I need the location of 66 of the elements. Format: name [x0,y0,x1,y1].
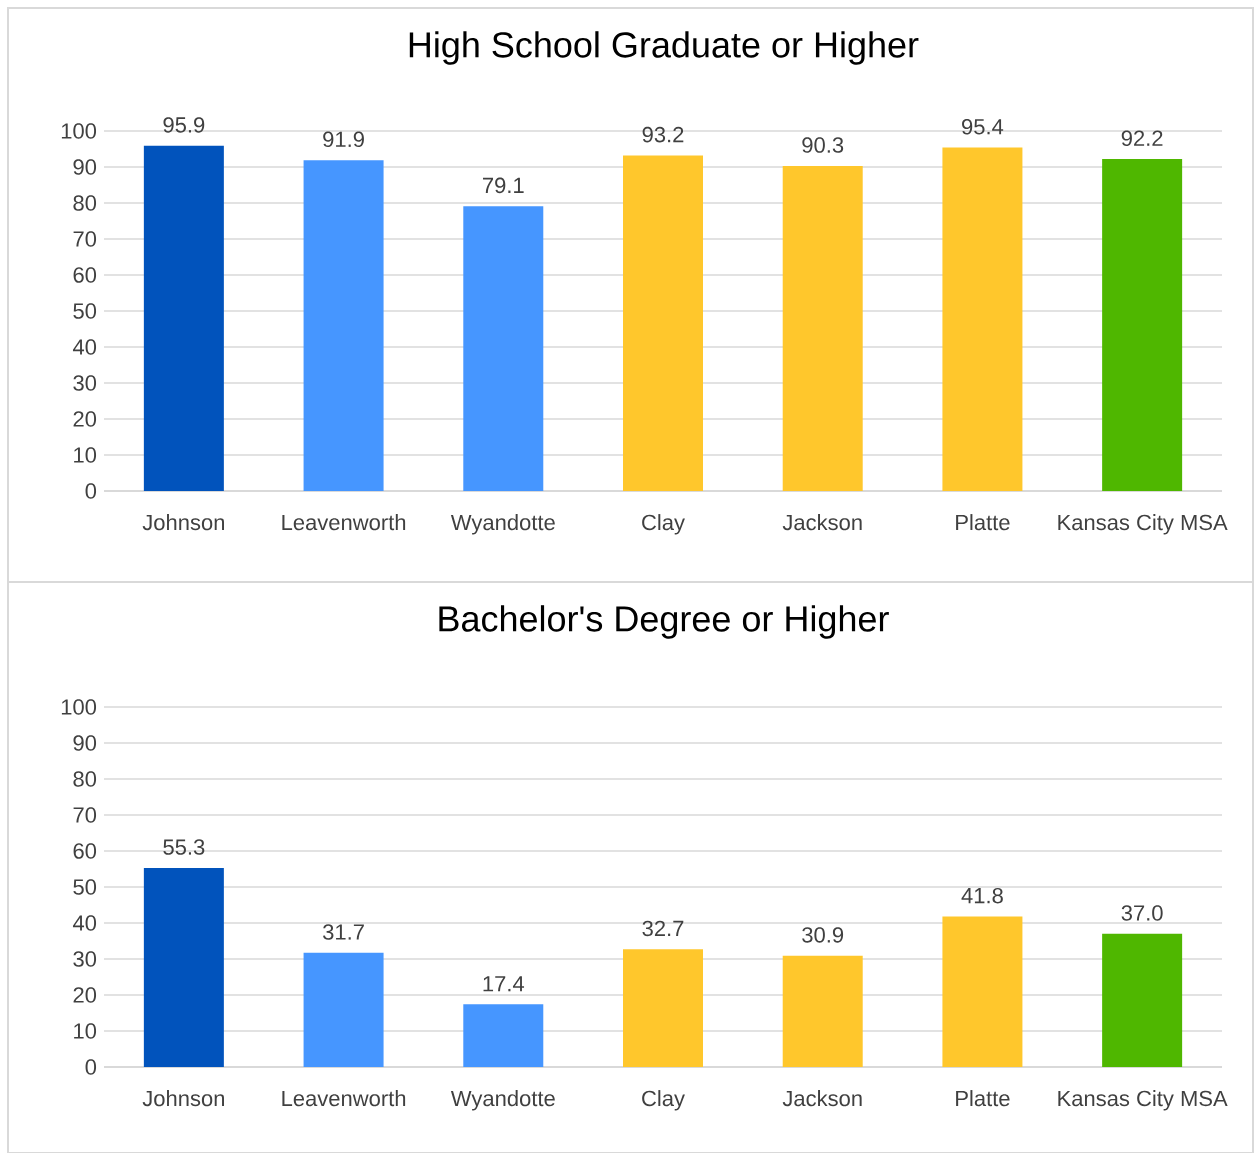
y-tick-label: 30 [73,375,97,391]
data-label: 93.2 [642,126,684,143]
y-tick-label: 40 [72,915,97,931]
y-tick-label: 50 [73,303,97,319]
bar [942,147,1023,491]
x-tick-label: Wyandotte [450,1090,555,1111]
data-label: 41.8 [961,887,1003,904]
data-label: 95.9 [163,117,205,133]
x-tick-label: Platte [956,1090,1010,1107]
y-tick-label: 70 [73,231,97,247]
y-tick-label: 90 [73,159,97,175]
y-tick-label: 30 [73,951,97,967]
bar [463,1004,544,1067]
y-tick-label: 20 [73,411,97,427]
x-tick-label: Leavenworth [282,1090,406,1107]
bar [942,916,1023,1067]
data-label: 90.3 [802,137,844,153]
data-label: 32.7 [642,920,684,937]
y-tick-label: 20 [73,987,97,1003]
x-tick-label: Clay [642,1090,685,1111]
bar [143,867,224,1067]
data-label: 37.0 [1121,905,1163,921]
data-label: 31.7 [323,924,364,940]
bar [1102,933,1183,1067]
x-tick-label: Johnson [142,1090,224,1107]
y-tick-label: 60 [73,267,97,283]
bar [782,165,863,491]
y-tick-label: 100 [61,699,97,715]
bar [782,955,863,1067]
x-tick-label: Johnson [142,514,224,531]
x-tick-label: Jackson [782,514,862,531]
y-tick-label: 0 [85,483,97,499]
x-tick-label: Platte [956,514,1010,531]
data-label: 79.1 [483,177,524,194]
data-label: 17.4 [483,976,525,992]
y-tick-label: 50 [73,879,97,895]
x-tick-label: Jackson [782,1090,862,1107]
x-tick-label: Kansas City MSA [1058,1090,1228,1111]
chart-title: Bachelor's Degree or Higher [439,605,889,639]
x-tick-label: Clay [642,514,685,535]
y-tick-label: 90 [73,735,97,751]
bar [303,952,384,1067]
y-tick-label: 40 [72,339,97,355]
y-tick-label: 10 [74,447,97,463]
y-tick-label: 0 [85,1059,97,1075]
x-tick-label: Leavenworth [282,514,406,531]
data-label: 92.2 [1121,130,1163,147]
y-tick-label: 100 [61,123,97,139]
bar [303,160,384,491]
data-label: 55.3 [163,839,205,855]
y-tick-label: 80 [73,771,97,787]
bar [143,145,224,491]
bar [463,206,544,491]
y-tick-label: 10 [74,1023,97,1039]
data-label: 91.9 [323,131,364,148]
chart-title: High School Graduate or Higher [409,31,919,65]
bar [623,949,703,1067]
data-label: 95.4 [962,118,1004,135]
y-tick-label: 80 [73,195,97,211]
bar [1102,159,1183,491]
y-tick-label: 70 [73,807,97,823]
y-tick-label: 60 [73,843,97,859]
x-tick-label: Wyandotte [450,514,555,535]
data-label: 30.9 [802,927,844,943]
x-tick-label: Kansas City MSA [1058,514,1228,535]
bar [623,155,703,491]
